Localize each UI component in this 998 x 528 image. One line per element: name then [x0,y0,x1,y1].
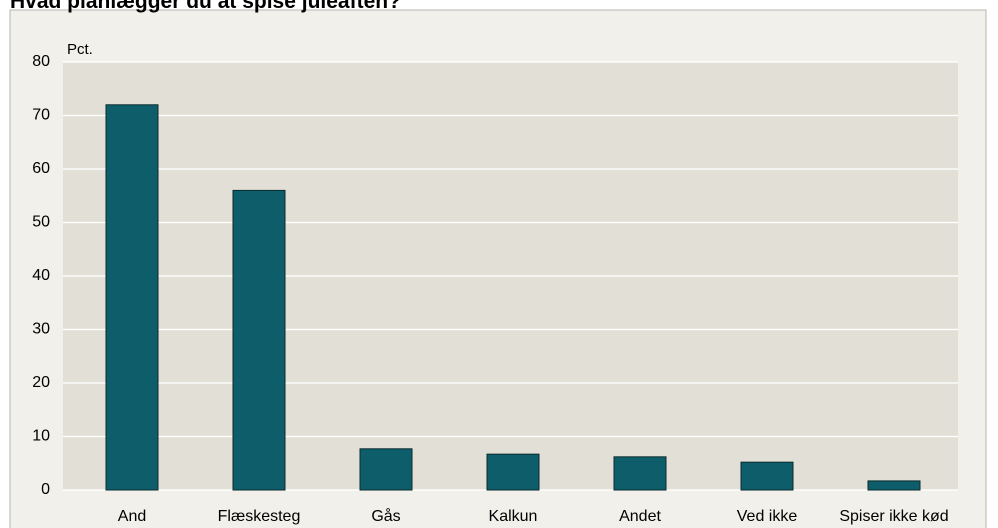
y-tick-label: 50 [32,214,50,231]
y-tick-label: 30 [32,321,50,338]
x-tick-label: And [118,508,146,525]
unit-label: Pct. [67,41,93,58]
x-tick-label: Andet [619,508,661,525]
bar [105,104,159,491]
y-tick-label: 10 [32,428,50,445]
bar [740,461,794,491]
y-tick-label: 80 [32,53,50,70]
bar [613,456,667,491]
bar [867,480,921,491]
x-tick-label: Spiser ikke kød [839,508,948,525]
bar [486,453,540,491]
y-tick-label: 70 [32,107,50,124]
x-tick-label: Gås [371,507,400,525]
bar [232,189,286,491]
x-tick-label: Flæskesteg [218,508,301,525]
y-tick-label: 0 [41,481,50,498]
chart-title: Hvad planlægger du at spise juleaften? [10,0,401,13]
y-tick-label: 60 [32,160,50,177]
x-tick-label: Ved ikke [737,508,798,525]
bar [359,448,413,491]
y-tick-label: 20 [32,374,50,391]
y-tick-label: 40 [32,267,50,284]
x-tick-label: Kalkun [489,508,538,525]
